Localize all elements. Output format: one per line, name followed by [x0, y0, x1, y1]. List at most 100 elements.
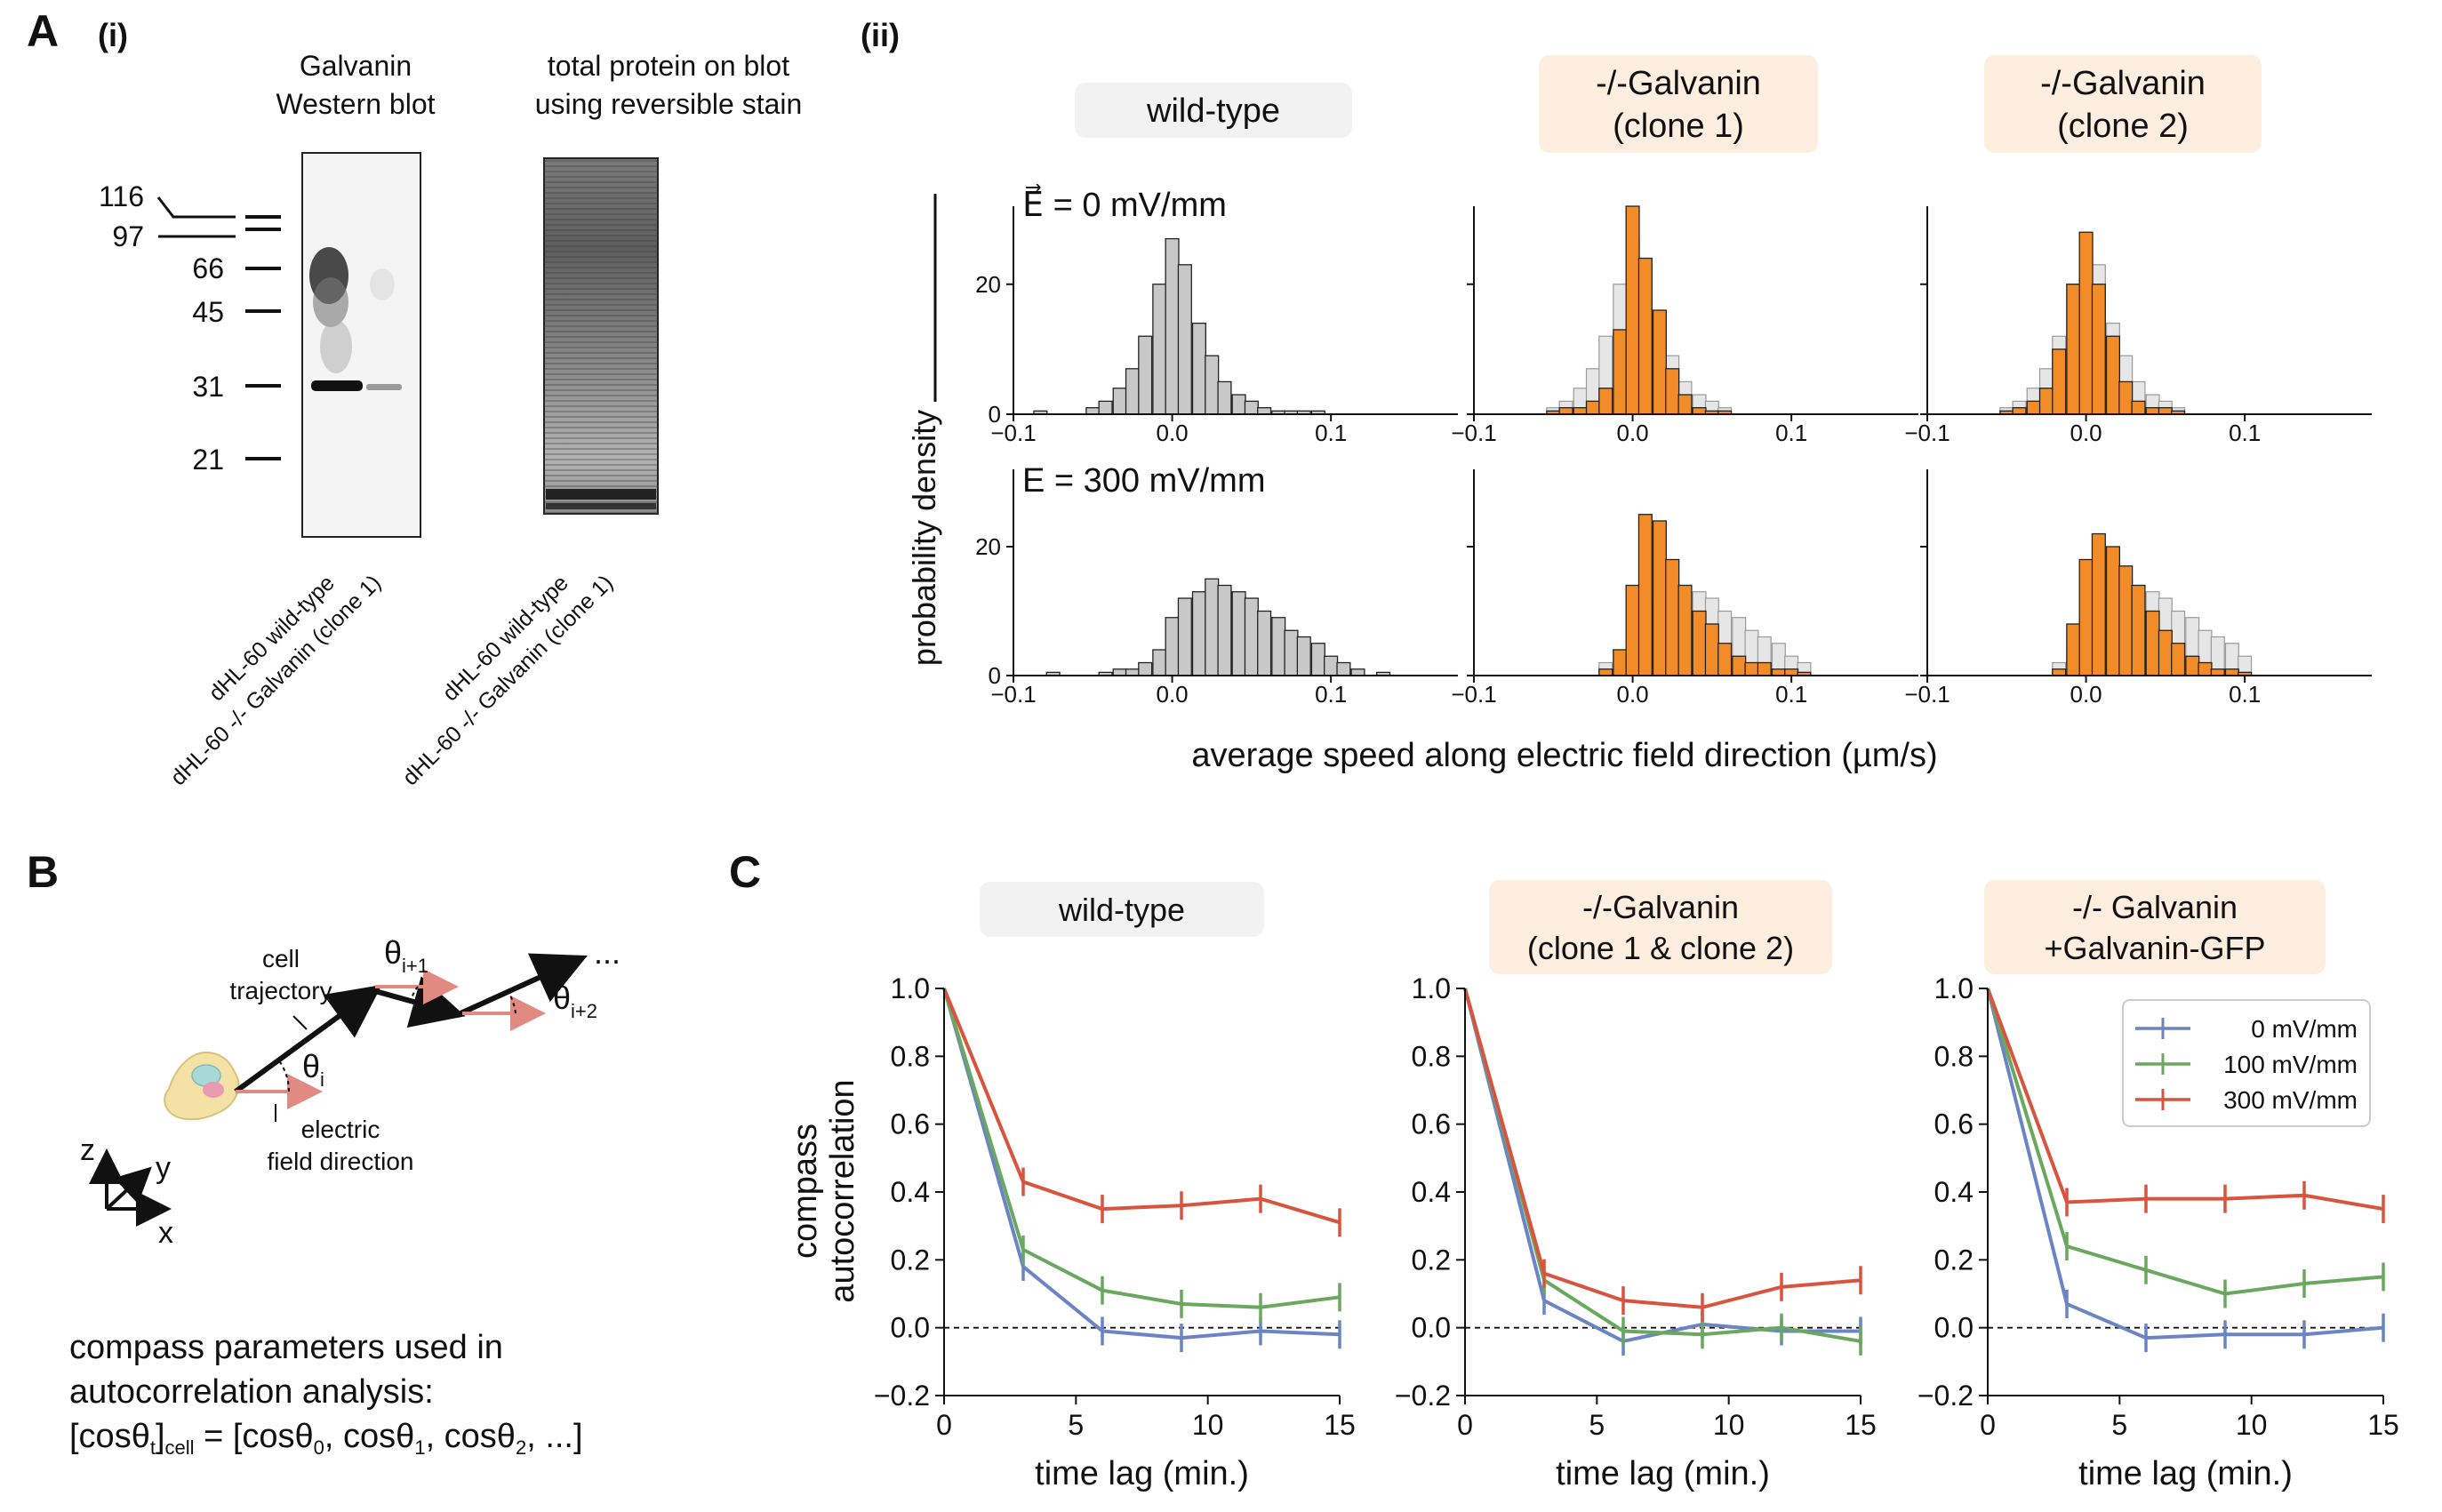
series-line-100-mV-mm	[1986, 988, 2384, 1296]
hist-bar	[2078, 231, 2094, 415]
hist-bar	[2105, 335, 2120, 415]
line-x-tick-label: 0	[936, 1409, 952, 1441]
hist-bar	[1205, 355, 1220, 415]
hist-bar	[2171, 643, 2186, 676]
hist-bar	[1692, 407, 1707, 415]
line-y-tick-label: −0.2	[874, 1380, 930, 1412]
hist-bar	[2145, 610, 2160, 676]
line-xlabel: time lag (min.)	[2078, 1455, 2293, 1492]
hist-bar	[1125, 368, 1140, 415]
line-y-tick-label: 0.8	[1934, 1040, 1974, 1072]
hist-bar	[1257, 407, 1272, 415]
histogram-column-titles: wild-type -/-Galvanin (clone 1) -/-Galvanin…	[1075, 55, 2262, 153]
line-xlabel: time lag (min.)	[1035, 1455, 1249, 1492]
hist-bar	[1573, 407, 1588, 415]
hist-bar	[1085, 407, 1101, 415]
blot2-title-line2: using reversible stain	[535, 88, 803, 120]
hist-bar	[1177, 264, 1192, 415]
line-ylabel-1: compass	[787, 1124, 824, 1259]
line-y-tick-label: 0.6	[1412, 1108, 1451, 1140]
line-x-tick-label: 15	[1845, 1409, 1877, 1441]
compass-caption-line1: compass parameters used in	[69, 1329, 503, 1366]
hist-bar	[1665, 558, 1680, 676]
hist-bar	[2118, 565, 2134, 676]
hist-title-box-2	[1984, 55, 2262, 153]
hist-y-tick-label: 0	[989, 662, 1001, 689]
hist-x-tick-label: 0.0	[1156, 420, 1188, 446]
line-x-tick-label: 0	[1980, 1409, 1996, 1441]
line-chart-0: 0 5 10 15 −0.2 0.0 0.2 0.4 0.6 0.8 1.0 time lag (mi…	[874, 972, 1356, 1492]
hist-bar	[2185, 655, 2200, 676]
line-y-tick-label: 1.0	[1412, 972, 1451, 1004]
line-chart-titles: wild-type -/-Galvanin (clone 1 & clone 2) -…	[980, 880, 2326, 974]
legend-label-1: 100 mV/mm	[2223, 1051, 2358, 1078]
hist-bar	[1324, 655, 1339, 676]
mw-116: 116	[99, 180, 144, 212]
hist-bar	[2198, 661, 2213, 676]
hist-bar	[1231, 591, 1246, 676]
hist-bar	[1257, 610, 1272, 676]
hist-y-tick-label: 0	[989, 401, 1001, 428]
row-label-0mv: E⃗ = 0 mV/mm	[1022, 184, 1227, 224]
hist-bar	[2224, 668, 2239, 676]
hist-bar	[1637, 257, 1653, 415]
hist-x-tick-label: 0.0	[1156, 681, 1188, 708]
series-line-300-mV-mm	[942, 988, 1341, 1225]
lane-label-ko-1: dHL-60 -/- Galvanin (clone 1)	[165, 570, 386, 790]
axis-x-label: x	[158, 1216, 173, 1250]
hist-bar	[1350, 668, 1365, 676]
panel-c-letter: C	[729, 847, 761, 897]
hist-bar	[2012, 407, 2027, 415]
line-y-tick-label: 0.4	[1412, 1176, 1451, 1208]
histogram-0-0: −0.1 0.0 0.1 0 20	[975, 206, 1458, 446]
field-direction-label-1: electric	[301, 1116, 380, 1143]
line-y-tick-label: 0.0	[1412, 1312, 1451, 1344]
hist-bar	[2145, 407, 2160, 415]
series-line-300-mV-mm	[1986, 988, 2384, 1212]
hist-bar	[2105, 546, 2120, 676]
theta-i: θi	[302, 1048, 324, 1091]
trajectory-arrow-1	[234, 984, 382, 1094]
hist-x-tick-label: −0.1	[1904, 681, 1950, 708]
hist-bar	[1205, 578, 1220, 676]
hist-bar	[1165, 237, 1180, 415]
hist-bar	[2131, 584, 2146, 676]
trajectory-diagram	[164, 953, 588, 1122]
hist-title-0-line-0: wild-type	[1146, 92, 1280, 130]
line-y-tick-label: 1.0	[1934, 972, 1974, 1004]
hist-bar	[1271, 617, 1286, 676]
hist-bar	[1217, 584, 1232, 676]
hist-bar	[1757, 661, 1772, 676]
hist-bar	[1138, 335, 1153, 415]
hist-bar	[1138, 661, 1153, 676]
hist-bar	[2091, 284, 2106, 415]
hist-bar	[1625, 584, 1640, 676]
hist-bar	[1613, 329, 1628, 415]
mw-21: 21	[192, 444, 224, 476]
hist-bar	[1296, 636, 1311, 676]
hist-title-box-1	[1539, 55, 1818, 153]
histogram-1-2: −0.1 0.0 0.1	[1904, 469, 2372, 708]
line-y-tick-label: −0.2	[1395, 1380, 1451, 1412]
line-title-0-line-0: wild-type	[1058, 892, 1185, 928]
hist-x-tick-label: −0.1	[990, 681, 1036, 708]
trajectory-arrow-2	[374, 976, 466, 1028]
hist-bar	[2091, 532, 2106, 676]
hist-bar	[1558, 407, 1573, 415]
hist-x-tick-label: −0.1	[990, 420, 1036, 446]
hist-x-tick-label: 0.0	[2070, 420, 2102, 446]
line-y-tick-label: 0.8	[1412, 1040, 1451, 1072]
cell-trajectory-label-1: cell	[262, 945, 300, 972]
hist-bar	[1336, 661, 1351, 676]
hist-bar	[1771, 668, 1786, 676]
hist-title-1-line-0: -/-Galvanin	[1596, 65, 1761, 102]
blot2-title-line1: total protein on blot	[548, 50, 789, 82]
hist-bar	[1637, 514, 1653, 676]
line-x-tick-label: 15	[1324, 1409, 1356, 1441]
hist-x-tick-label: 0.1	[2229, 420, 2261, 446]
line-y-tick-label: 1.0	[891, 972, 930, 1004]
legend-label-0: 0 mV/mm	[2251, 1015, 2358, 1043]
line-x-tick-label: 15	[2367, 1409, 2399, 1441]
trajectory-arrow-3	[459, 953, 588, 1016]
